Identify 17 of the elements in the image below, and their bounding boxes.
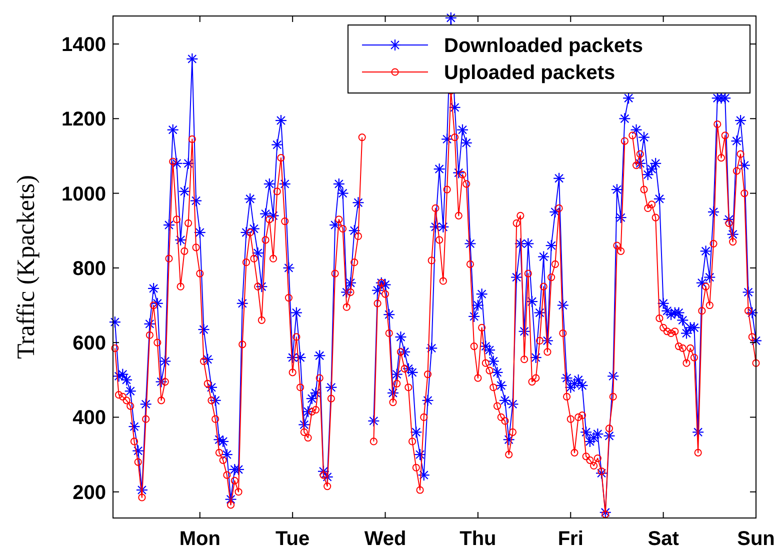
legend-label: Uploaded packets <box>444 62 616 84</box>
x-tick-label: Thu <box>460 528 496 550</box>
x-tick-label: Tue <box>276 528 310 550</box>
y-tick-label: 600 <box>72 332 106 355</box>
y-tick-label: 1200 <box>62 108 106 131</box>
x-tick-label: Mon <box>179 528 220 550</box>
x-tick-label: Sun <box>737 528 775 550</box>
x-tick-label: Sat <box>648 528 680 550</box>
x-tick-label: Fri <box>558 528 584 550</box>
y-tick-label: 200 <box>72 482 106 504</box>
y-tick-label: 1400 <box>62 34 106 56</box>
x-tick-label: Wed <box>364 528 406 550</box>
y-axis-title: Traffic (Kpackets) <box>13 175 40 359</box>
y-tick-label: 400 <box>72 407 106 430</box>
legend-label: Downloaded packets <box>444 35 643 57</box>
y-tick-label: 800 <box>72 258 106 280</box>
y-tick-label: 1000 <box>62 183 106 206</box>
